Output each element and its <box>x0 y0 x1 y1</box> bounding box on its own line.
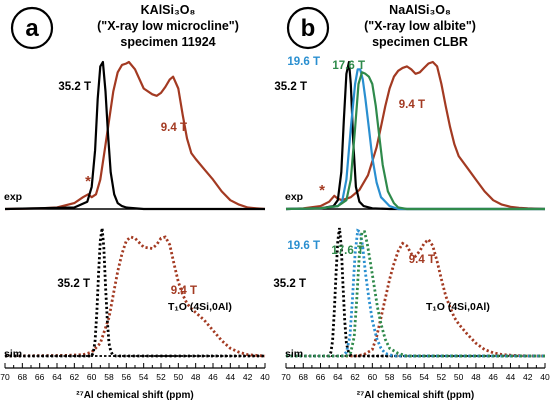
exp-series-label: 35.2 T <box>274 81 307 93</box>
x-tick-label: 70 <box>0 372 10 382</box>
artifact-star: * <box>85 173 91 190</box>
panel-b-specimen: specimen CLBR <box>372 35 468 49</box>
x-tick-label: 62 <box>350 372 360 382</box>
x-tick-label: 44 <box>506 372 516 382</box>
x-tick-label: 40 <box>260 372 270 382</box>
x-tick-label: 56 <box>122 372 132 382</box>
sim-series-35-2-T <box>286 227 545 358</box>
panel-a: a KAlSi₃O₈ ("X-ray low microcline") spec… <box>10 3 239 50</box>
x-tick-label: 60 <box>368 372 378 382</box>
x-tick-label: 52 <box>437 372 447 382</box>
x-axis-title: ²⁷Al chemical shift (ppm) <box>357 390 474 401</box>
panel-b-formula: NaAlSi₃O₈ <box>389 3 451 17</box>
artifact-star: * <box>319 182 325 199</box>
x-tick-label: 54 <box>419 372 429 382</box>
x-tick-label: 64 <box>52 372 62 382</box>
site-label: T₁O (4Si,0Al) <box>168 301 232 313</box>
x-tick-label: 58 <box>104 372 114 382</box>
x-tick-label: 42 <box>523 372 533 382</box>
x-tick-label: 44 <box>226 372 236 382</box>
sim-series-17-6-T <box>286 230 545 358</box>
exp-row-label: exp <box>4 191 22 203</box>
x-tick-label: 64 <box>333 372 343 382</box>
x-tick-label: 66 <box>316 372 326 382</box>
x-tick-label: 48 <box>191 372 201 382</box>
x-tick-label: 56 <box>402 372 412 382</box>
panel-a-letter: a <box>25 15 39 42</box>
exp-series-9-4-T <box>4 60 266 211</box>
x-tick-label: 52 <box>156 372 166 382</box>
exp-series-label: 35.2 T <box>58 81 91 93</box>
x-tick-label: 42 <box>243 372 253 382</box>
x-tick-label: 68 <box>18 372 28 382</box>
panel-a-circle <box>10 6 54 50</box>
panel-b-circle <box>286 6 330 50</box>
x-tick-label: 66 <box>35 372 45 382</box>
panel-b-letter: b <box>301 15 316 42</box>
x-tick-label: 40 <box>540 372 550 382</box>
x-tick-label: 70 <box>281 372 291 382</box>
x-tick-label: 46 <box>488 372 498 382</box>
sim-series-19-6-T <box>286 228 545 358</box>
x-tick-label: 62 <box>70 372 80 382</box>
exp-row-label: exp <box>285 191 303 203</box>
exp-series-9-4-T <box>285 60 546 211</box>
panel-b: b NaAlSi₃O₈ ("X-ray low albite") specime… <box>286 3 476 50</box>
x-tick-label: 46 <box>208 372 218 382</box>
sim-series-label: 17.6 T <box>331 245 364 257</box>
sim-series-label: 9.4 T <box>409 254 435 266</box>
exp-series-label: 9.4 T <box>161 122 187 134</box>
sim-series-label: 35.2 T <box>57 278 90 290</box>
sim-row-label: sim <box>4 348 22 360</box>
x-tick-label: 50 <box>174 372 184 382</box>
panel-a-specimen: specimen 11924 <box>120 35 215 49</box>
sim-series-35-2-T <box>5 227 265 358</box>
x-tick-label: 50 <box>454 372 464 382</box>
sim-row-label: sim <box>285 348 303 360</box>
sim-series-label: 9.4 T <box>171 285 197 297</box>
panel-a-formula: KAlSi₃O₈ <box>141 3 196 17</box>
x-tick-label: 58 <box>385 372 395 382</box>
sim-series-label: 19.6 T <box>287 240 320 252</box>
exp-series-17-6-T <box>285 71 545 211</box>
exp-series-label: 17.6 T <box>332 60 365 72</box>
exp-series-label: 19.6 T <box>287 56 320 68</box>
site-label: T₁O (4Si,0Al) <box>426 301 490 313</box>
exp-series-label: 9.4 T <box>399 99 425 111</box>
x-tick-label: 48 <box>471 372 481 382</box>
sim-series-9-4-T <box>4 235 266 358</box>
x-axis-title: ²⁷Al chemical shift (ppm) <box>76 390 193 401</box>
sim-series-label: 35.2 T <box>273 278 306 290</box>
x-tick-label: 68 <box>299 372 309 382</box>
panel-a-mineral: ("X-ray low microcline") <box>97 19 239 33</box>
sim-series-9-4-T <box>286 237 545 358</box>
x-tick-label: 60 <box>87 372 97 382</box>
exp-series-35-2-T <box>4 60 265 211</box>
plot-layer: 9.4 T 35.2 T 9.4 T 35.2 T exp sim T₁O (4Si,0Al… <box>0 56 550 401</box>
exp-series-35-2-T <box>285 60 545 211</box>
x-tick-label: 54 <box>139 372 149 382</box>
panel-b-mineral: ("X-ray low albite") <box>364 19 476 33</box>
